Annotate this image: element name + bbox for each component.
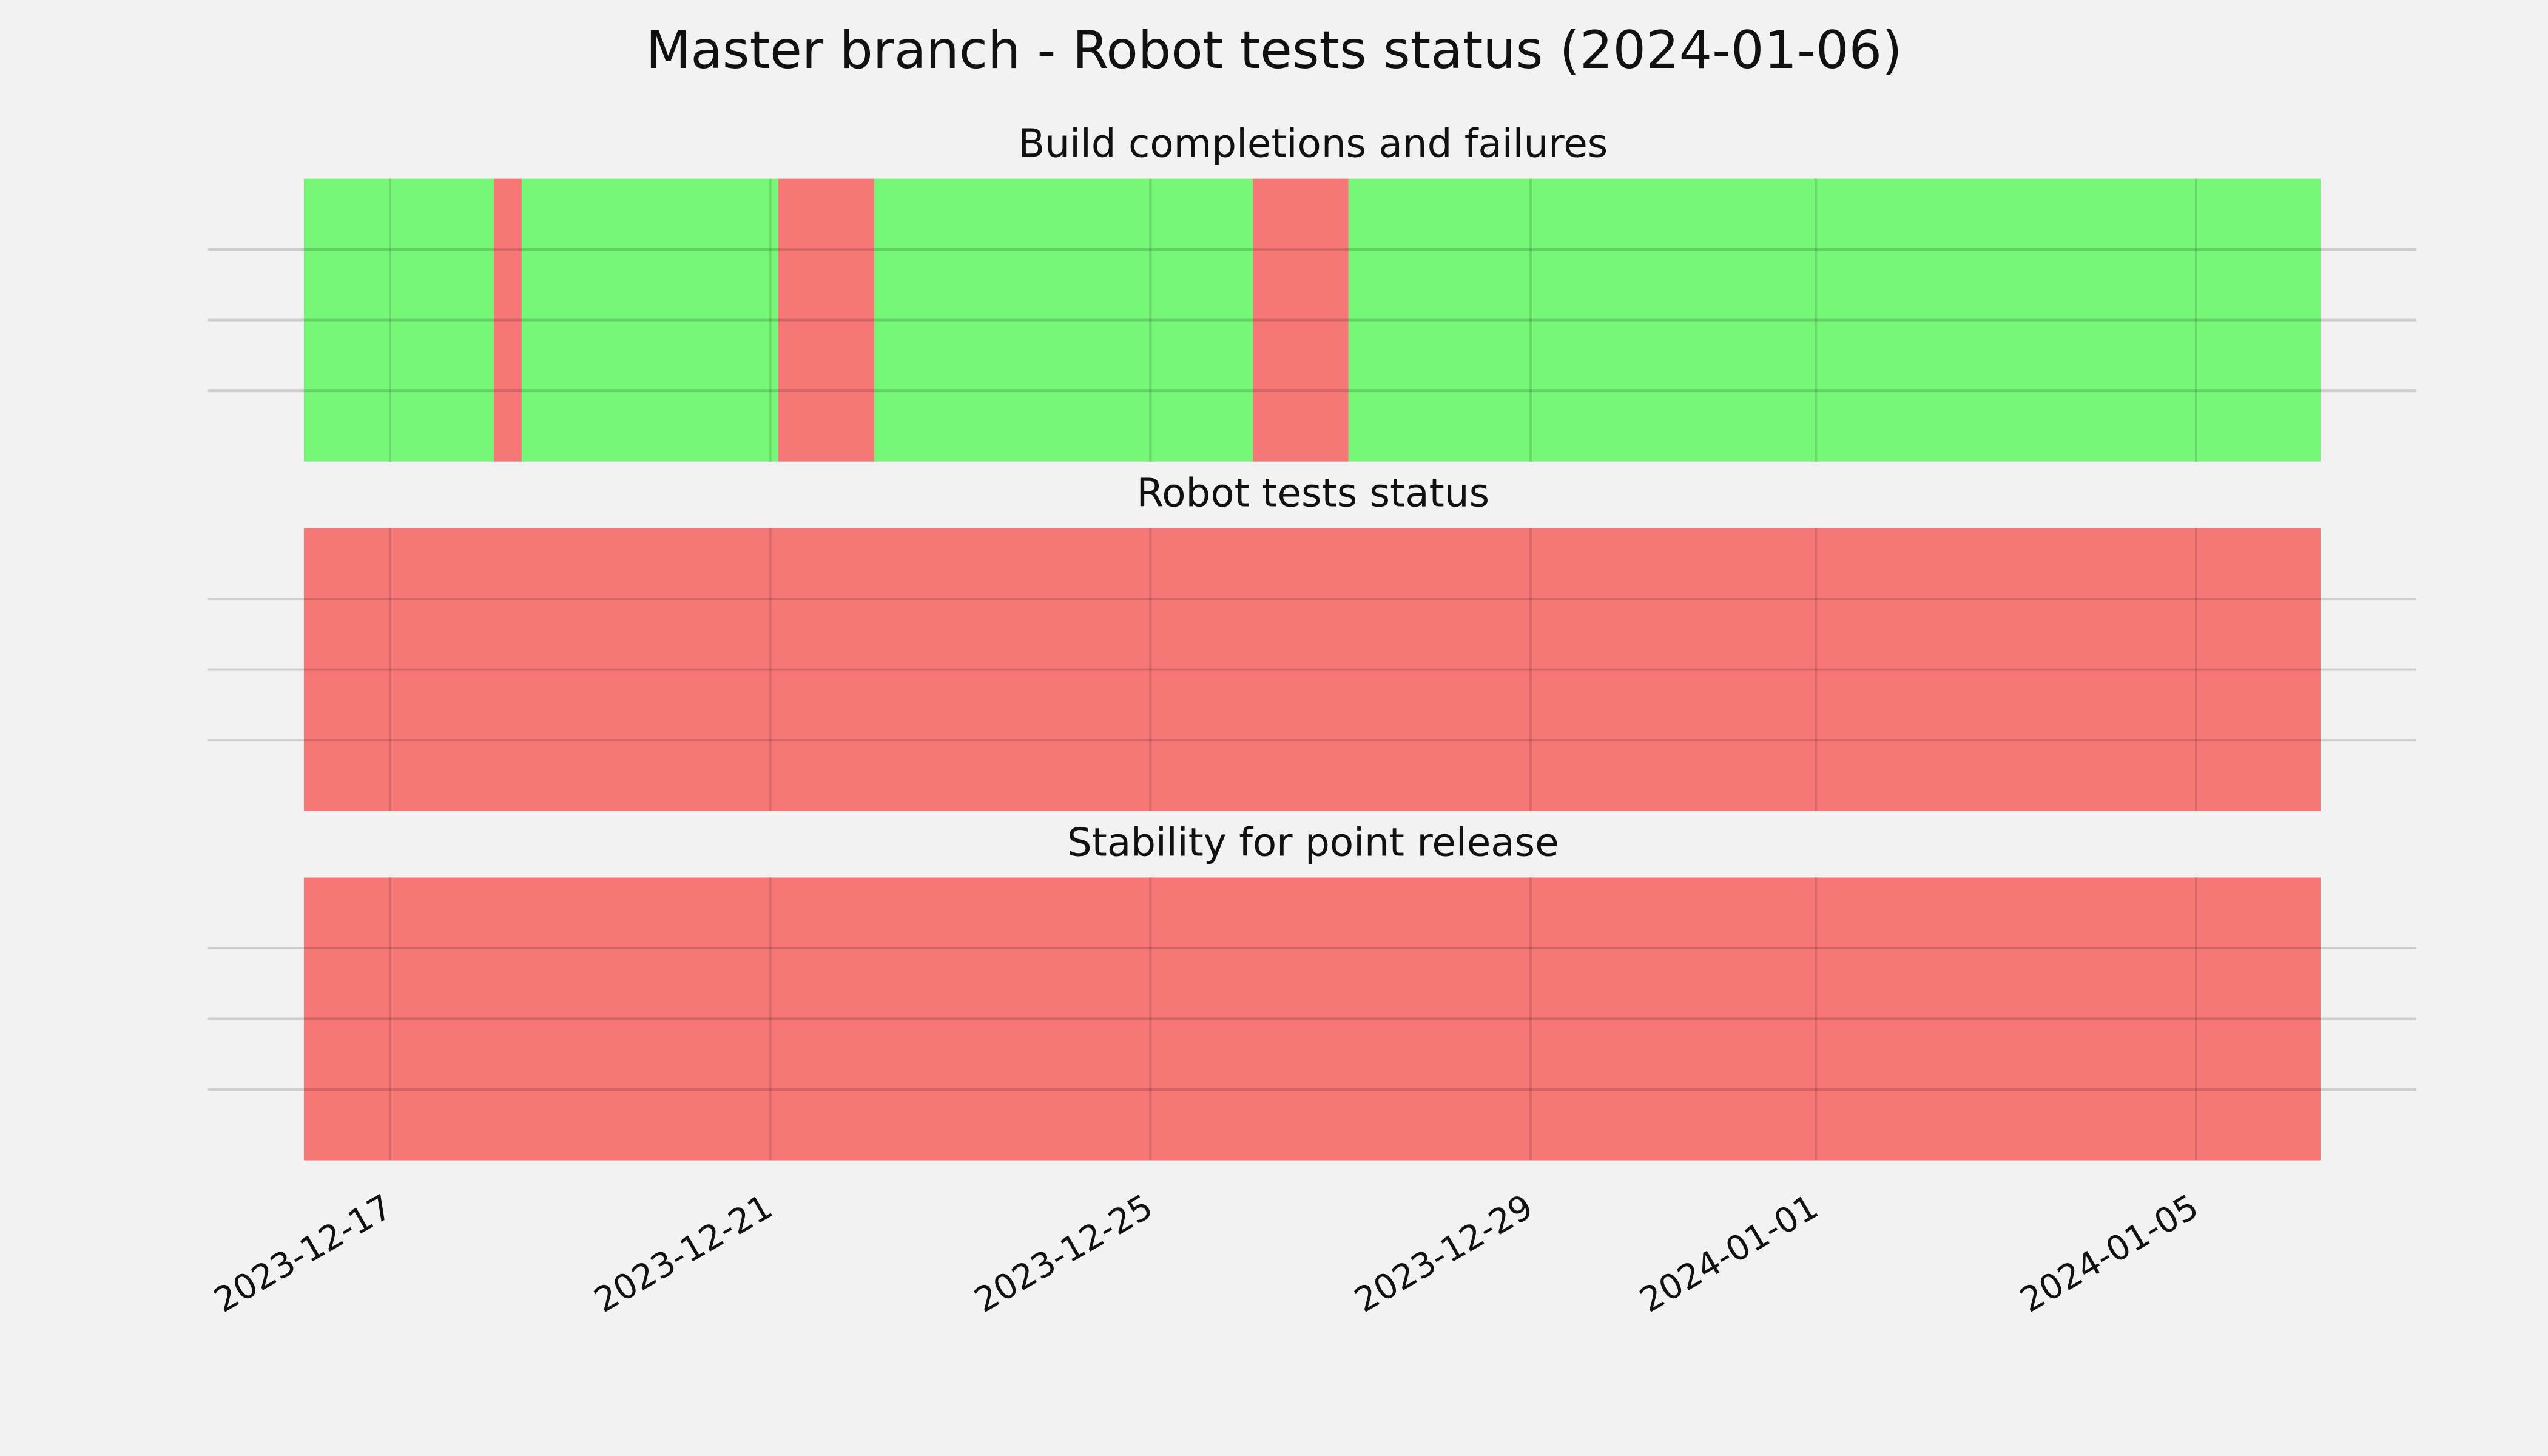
status-span: [494, 178, 522, 462]
status-span: [778, 178, 875, 462]
panel-title: Build completions and failures: [1018, 121, 1608, 167]
status-span: [303, 528, 2321, 811]
panel-title: Robot tests status: [1136, 471, 1489, 516]
panel-title: Stability for point release: [1067, 820, 1559, 865]
status-span: [521, 178, 778, 462]
status-span: [1348, 178, 2320, 462]
status-span: [303, 178, 494, 462]
chart-title: Master branch - Robot tests status (2024…: [645, 20, 1902, 81]
status-span: [874, 178, 1253, 462]
status-span: [1253, 178, 1349, 462]
status-span: [303, 877, 2321, 1161]
